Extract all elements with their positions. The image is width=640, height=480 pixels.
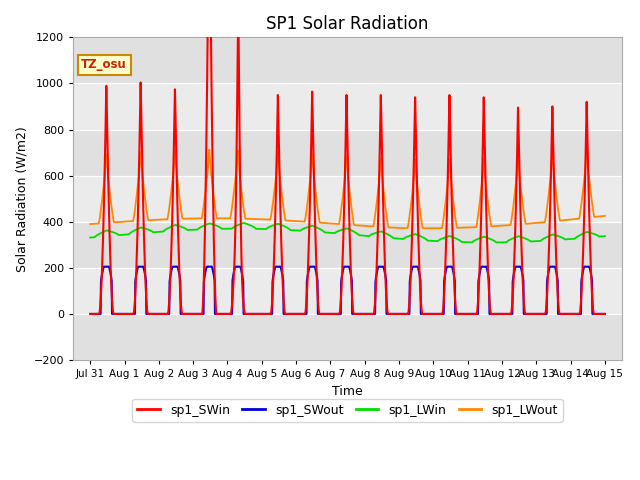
Line: sp1_SWout: sp1_SWout xyxy=(90,267,605,314)
sp1_LWout xyxy=(511,187,519,193)
Legend: sp1_SWin, sp1_SWout, sp1_LWin, sp1_LWout: sp1_SWin, sp1_SWout, sp1_LWin, sp1_LWout xyxy=(132,398,563,421)
sp1_SWout xyxy=(289,311,296,317)
Line: sp1_SWin: sp1_SWin xyxy=(90,0,605,314)
sp1_SWout xyxy=(86,311,94,317)
sp1_LWin xyxy=(492,240,500,245)
sp1_SWout xyxy=(301,311,309,317)
Title: SP1 Solar Radiation: SP1 Solar Radiation xyxy=(266,15,429,33)
Bar xyxy=(73,314,622,360)
sp1_SWin xyxy=(86,311,94,317)
sp1_SWin xyxy=(601,311,609,317)
Line: sp1_LWout: sp1_LWout xyxy=(90,149,605,228)
sp1_LWin xyxy=(200,223,208,228)
Bar xyxy=(73,130,622,176)
sp1_LWin xyxy=(240,220,248,226)
sp1_LWin xyxy=(427,238,435,244)
Bar xyxy=(73,37,622,84)
sp1_LWout xyxy=(601,213,609,219)
sp1_SWin xyxy=(427,311,435,317)
sp1_SWout xyxy=(556,311,563,317)
sp1_LWin xyxy=(601,233,609,239)
Text: TZ_osu: TZ_osu xyxy=(81,58,127,72)
sp1_SWin xyxy=(200,275,208,280)
Line: sp1_LWin: sp1_LWin xyxy=(90,223,605,242)
Y-axis label: Solar Radiation (W/m2): Solar Radiation (W/m2) xyxy=(15,126,28,272)
sp1_LWin xyxy=(289,228,296,233)
Bar xyxy=(73,84,622,130)
sp1_LWout xyxy=(86,221,94,227)
Bar xyxy=(73,176,622,222)
Bar xyxy=(73,222,622,268)
sp1_SWout xyxy=(601,311,609,317)
sp1_SWout xyxy=(427,311,435,317)
sp1_LWout xyxy=(289,218,296,224)
sp1_SWout xyxy=(511,265,519,271)
sp1_SWin xyxy=(511,228,519,234)
Bar xyxy=(73,268,622,314)
X-axis label: Time: Time xyxy=(332,384,363,397)
sp1_SWin xyxy=(301,311,309,317)
sp1_LWin xyxy=(86,235,94,240)
sp1_LWout xyxy=(200,202,208,207)
sp1_LWout xyxy=(422,226,429,231)
sp1_LWout xyxy=(583,146,591,152)
sp1_LWout xyxy=(301,219,308,225)
sp1_SWout xyxy=(200,276,208,282)
sp1_LWin xyxy=(512,234,520,240)
sp1_LWin xyxy=(556,234,564,240)
sp1_SWin xyxy=(289,311,296,317)
sp1_LWin xyxy=(301,225,309,231)
sp1_LWout xyxy=(427,226,435,231)
sp1_SWin xyxy=(556,311,563,317)
sp1_SWout xyxy=(100,264,108,270)
sp1_LWout xyxy=(556,216,563,221)
